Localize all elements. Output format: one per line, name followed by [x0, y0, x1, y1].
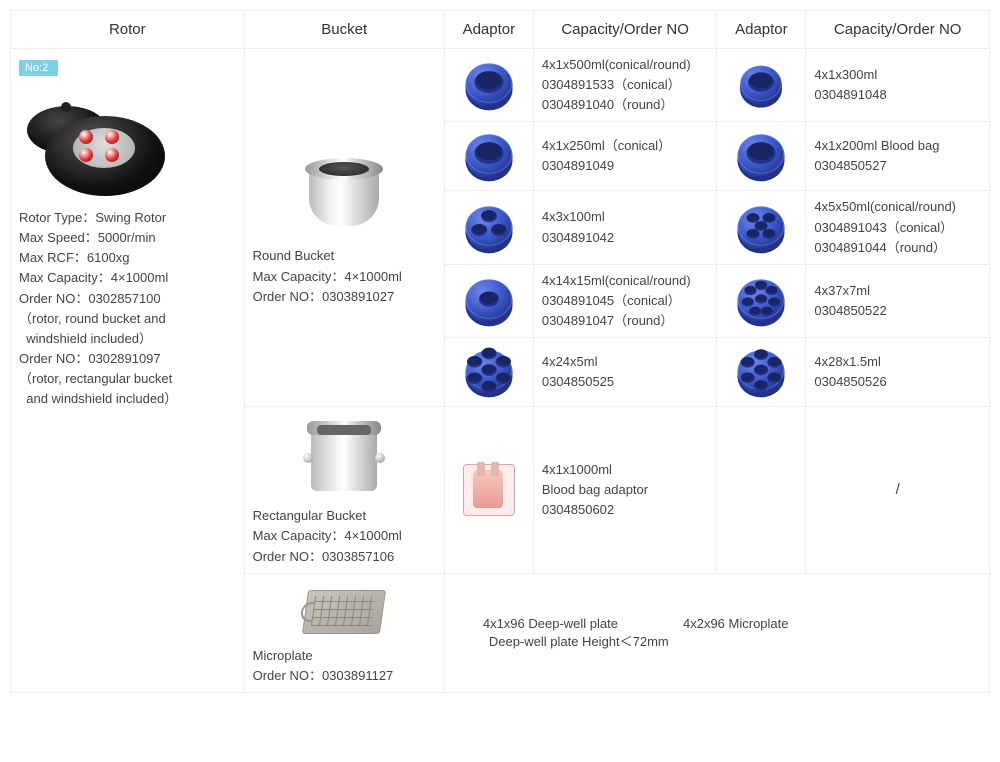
microplate-bucket-cell: MicroplateOrder NO：0303891127 [244, 573, 444, 692]
capacity-cell: 4x14x15ml(conical/round)0304891045（conic… [533, 264, 717, 337]
cap-left-4: 4x24x5ml0304850525 [542, 352, 709, 392]
empty-adaptor [717, 407, 806, 573]
adaptor-icon [717, 191, 806, 264]
capacity-cell: 4x1x250ml（conical）0304891049 [533, 122, 717, 191]
adaptor-icon [717, 122, 806, 191]
capacity-cell: 4x37x7ml0304850522 [806, 264, 990, 337]
capacity-cell: 4x1x200ml Blood bag0304850527 [806, 122, 990, 191]
round-bucket-spec: Round BucketMax Capacity：4×1000mlOrder N… [253, 246, 436, 306]
cap-right-0: 4x1x300ml0304891048 [814, 65, 981, 105]
spec-table: Rotor Bucket Adaptor Capacity/Order NO A… [10, 10, 990, 693]
capacity-cell: 4x1x300ml0304891048 [806, 49, 990, 122]
rotor-badge: No:2 [19, 60, 58, 76]
cap-left-1: 4x1x250ml（conical）0304891049 [542, 136, 709, 176]
h-capacity2: Capacity/Order NO [806, 11, 990, 49]
cap-right-4: 4x28x1.5ml0304850526 [814, 352, 981, 392]
adaptor-icon [444, 264, 533, 337]
h-capacity: Capacity/Order NO [533, 11, 717, 49]
adaptor-icon [444, 49, 533, 122]
cap-right-3: 4x37x7ml0304850522 [814, 281, 981, 321]
cap-left-3: 4x14x15ml(conical/round)0304891045（conic… [542, 271, 709, 331]
h-bucket: Bucket [244, 11, 444, 49]
round-bucket-cell: Round BucketMax Capacity：4×1000mlOrder N… [244, 49, 444, 407]
adaptor-icon [444, 122, 533, 191]
microplate-spec: MicroplateOrder NO：0303891127 [253, 646, 436, 686]
cap-right-1: 4x1x200ml Blood bag0304850527 [814, 136, 981, 176]
slash-cell: / [806, 407, 990, 573]
bloodbag-cap: 4x1x1000mlBlood bag adaptor0304850602 [542, 460, 709, 520]
adaptor-icon [444, 191, 533, 264]
adaptor-icon [717, 49, 806, 122]
adaptor-icon [444, 338, 533, 407]
rotor-spec: Rotor Type：Swing RotorMax Speed：5000r/mi… [19, 208, 236, 409]
adaptor-icon [717, 338, 806, 407]
h-adaptor: Adaptor [444, 11, 533, 49]
cap-right-2: 4x5x50ml(conical/round)0304891043（conica… [814, 197, 981, 257]
capacity-cell: 4x5x50ml(conical/round)0304891043（conica… [806, 191, 990, 264]
adaptor-icon [717, 264, 806, 337]
capacity-cell: 4x3x100ml0304891042 [533, 191, 717, 264]
h-adaptor2: Adaptor [717, 11, 806, 49]
rotor-image [27, 88, 177, 198]
rect-bucket-cell: Rectangular BucketMax Capacity：4×1000mlO… [244, 407, 444, 573]
capacity-cell: 4x1x500ml(conical/round)0304891533（conic… [533, 49, 717, 122]
capacity-cell: 4x1x1000mlBlood bag adaptor0304850602 [533, 407, 717, 573]
cap-left-2: 4x3x100ml0304891042 [542, 207, 709, 247]
bloodbag-adaptor-icon [444, 407, 533, 573]
capacity-cell: 4x24x5ml0304850525 [533, 338, 717, 407]
h-rotor: Rotor [11, 11, 245, 49]
capacity-cell: 4x28x1.5ml0304850526 [806, 338, 990, 407]
microplate-capacity: 4x1x96 Deep-well plate 4x2x96 Microplate… [444, 573, 989, 692]
cap-left-0: 4x1x500ml(conical/round)0304891533（conic… [542, 55, 709, 115]
round-bucket-image [299, 148, 389, 238]
header-row: Rotor Bucket Adaptor Capacity/Order NO A… [11, 11, 990, 49]
rect-bucket-image [299, 413, 389, 498]
microplate-image [299, 580, 389, 640]
rect-bucket-spec: Rectangular BucketMax Capacity：4×1000mlO… [253, 506, 436, 566]
rotor-cell: No:2 Rotor Type：Swing RotorMax Speed：500… [11, 49, 245, 693]
